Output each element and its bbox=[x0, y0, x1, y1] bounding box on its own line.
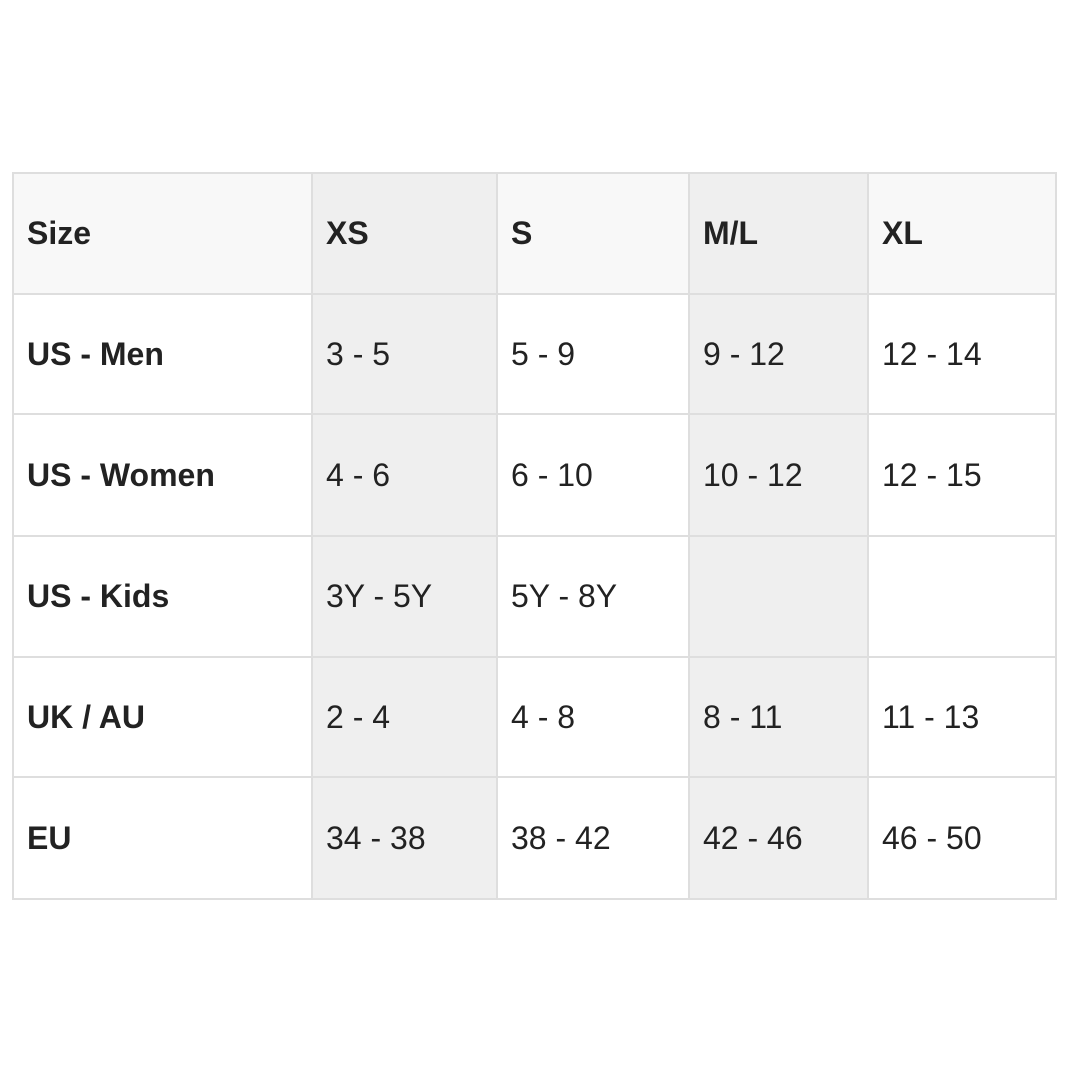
size-chart-table: Size XS S M/L XL US - Men 3 - 5 5 - 9 9 … bbox=[12, 172, 1057, 900]
row-label: UK / AU bbox=[12, 656, 313, 778]
cell-ml bbox=[688, 535, 869, 658]
table-row: US - Men 3 - 5 5 - 9 9 - 12 12 - 14 bbox=[12, 293, 1057, 415]
cell-xl: 12 - 14 bbox=[867, 293, 1057, 415]
cell-xl bbox=[867, 535, 1057, 658]
row-label: US - Men bbox=[12, 293, 313, 415]
cell-xs: 3 - 5 bbox=[311, 293, 498, 415]
cell-xl: 11 - 13 bbox=[867, 656, 1057, 778]
cell-ml: 8 - 11 bbox=[688, 656, 869, 778]
header-s: S bbox=[496, 172, 690, 295]
table-row: US - Kids 3Y - 5Y 5Y - 8Y bbox=[12, 535, 1057, 658]
cell-ml: 42 - 46 bbox=[688, 776, 869, 900]
header-xl: XL bbox=[867, 172, 1057, 295]
cell-xs: 4 - 6 bbox=[311, 413, 498, 537]
cell-s: 6 - 10 bbox=[496, 413, 690, 537]
cell-xl: 46 - 50 bbox=[867, 776, 1057, 900]
header-size: Size bbox=[12, 172, 313, 295]
row-label: US - Women bbox=[12, 413, 313, 537]
cell-s: 5 - 9 bbox=[496, 293, 690, 415]
cell-xs: 34 - 38 bbox=[311, 776, 498, 900]
header-xs: XS bbox=[311, 172, 498, 295]
table-row: US - Women 4 - 6 6 - 10 10 - 12 12 - 15 bbox=[12, 413, 1057, 537]
cell-s: 5Y - 8Y bbox=[496, 535, 690, 658]
header-row: Size XS S M/L XL bbox=[12, 172, 1057, 295]
table-row: UK / AU 2 - 4 4 - 8 8 - 11 11 - 13 bbox=[12, 656, 1057, 778]
header-ml: M/L bbox=[688, 172, 869, 295]
cell-xl: 12 - 15 bbox=[867, 413, 1057, 537]
cell-xs: 3Y - 5Y bbox=[311, 535, 498, 658]
cell-s: 4 - 8 bbox=[496, 656, 690, 778]
cell-s: 38 - 42 bbox=[496, 776, 690, 900]
cell-xs: 2 - 4 bbox=[311, 656, 498, 778]
row-label: US - Kids bbox=[12, 535, 313, 658]
cell-ml: 10 - 12 bbox=[688, 413, 869, 537]
table-row: EU 34 - 38 38 - 42 42 - 46 46 - 50 bbox=[12, 776, 1057, 900]
row-label: EU bbox=[12, 776, 313, 900]
cell-ml: 9 - 12 bbox=[688, 293, 869, 415]
